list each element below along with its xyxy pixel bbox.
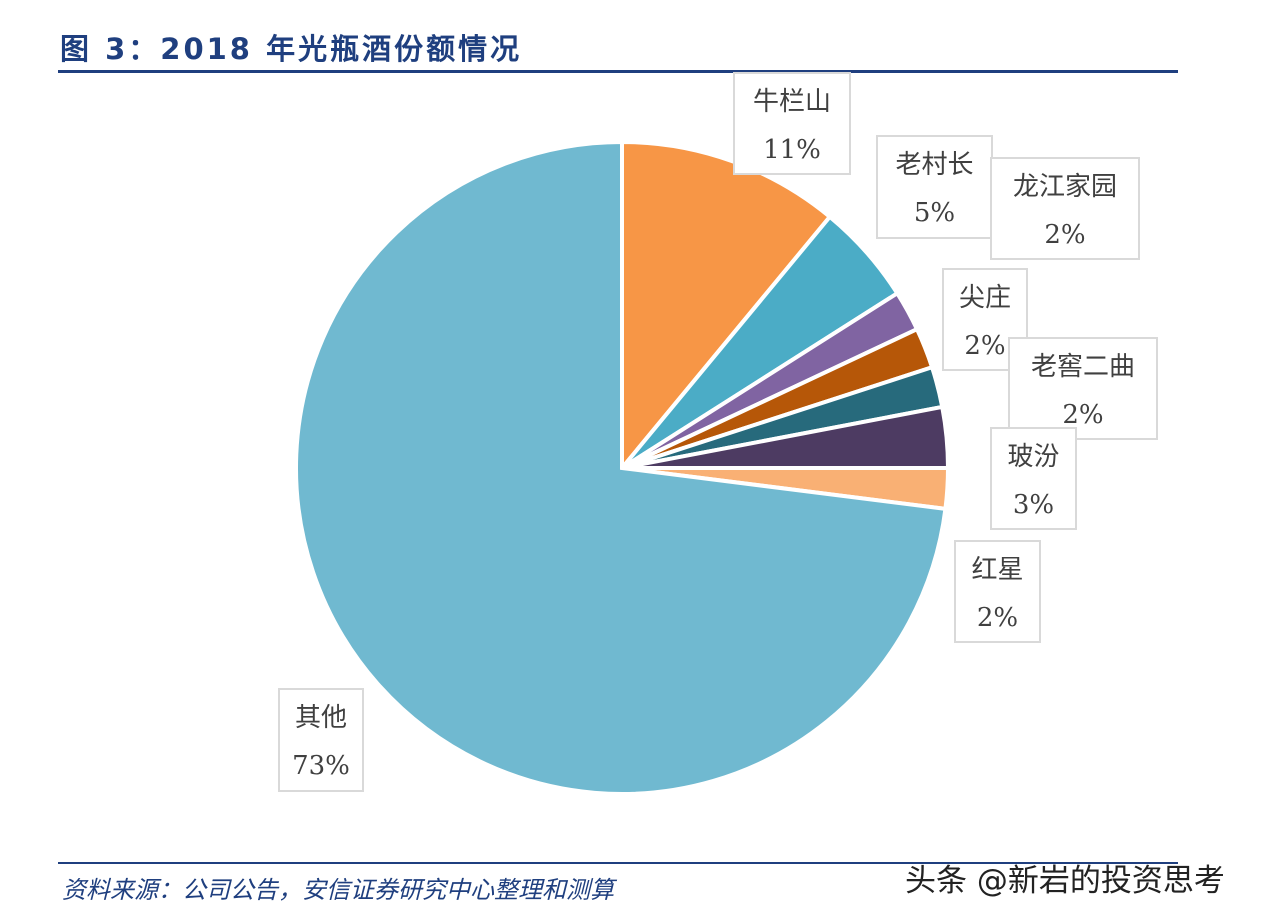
source-note: 资料来源：公司公告，安信证券研究中心整理和测算 bbox=[62, 876, 614, 904]
pie-slice-0 bbox=[620, 139, 833, 474]
data-label-box: 红星 2% bbox=[954, 540, 1041, 643]
data-label-value: 2% bbox=[964, 331, 1006, 361]
data-label-value: 5% bbox=[913, 198, 956, 228]
data-label-name: 老村长 bbox=[895, 150, 974, 180]
data-label-name: 玻汾 bbox=[1007, 442, 1060, 472]
data-label-value: 2% bbox=[1044, 220, 1086, 250]
data-label-box: 牛栏山 11% bbox=[733, 72, 851, 175]
data-label-value: 11% bbox=[763, 135, 821, 165]
data-label-name: 红星 bbox=[971, 555, 1024, 585]
data-label-box: 其他 73% bbox=[278, 688, 364, 792]
data-label-box: 龙江家园 2% bbox=[990, 157, 1140, 260]
data-label-value: 2% bbox=[976, 603, 1019, 633]
data-label-box: 老窖二曲 2% bbox=[1008, 337, 1158, 440]
data-label-name: 龙江家园 bbox=[1012, 172, 1117, 202]
data-label-name: 其他 bbox=[294, 703, 347, 733]
data-label-value: 3% bbox=[1012, 490, 1055, 520]
data-label-value: 2% bbox=[1062, 400, 1104, 430]
data-label-name: 尖庄 bbox=[958, 283, 1011, 313]
data-label-value: 73% bbox=[292, 751, 350, 781]
pie-slice-7 bbox=[294, 139, 948, 796]
watermark: 头条 @新岩的投资思考 bbox=[905, 863, 1225, 899]
data-label-name: 牛栏山 bbox=[752, 87, 831, 117]
data-label-box: 老村长 5% bbox=[876, 135, 993, 239]
data-label-name: 老窖二曲 bbox=[1030, 352, 1135, 382]
data-label-box: 玻汾 3% bbox=[990, 427, 1077, 530]
chart-title: 图 3：2018 年光瓶酒份额情况 bbox=[60, 32, 523, 66]
footer-rule bbox=[58, 862, 1178, 864]
title-rule bbox=[58, 70, 1178, 73]
